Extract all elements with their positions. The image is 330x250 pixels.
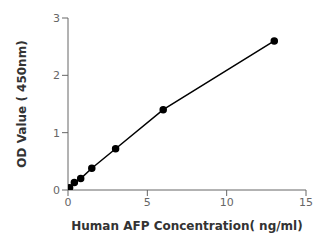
- svg-text:0: 0: [53, 184, 60, 197]
- svg-text:0: 0: [65, 196, 72, 209]
- svg-text:1: 1: [53, 127, 60, 140]
- svg-text:3: 3: [53, 12, 60, 25]
- svg-text:Human AFP Concentration( ng/ml: Human AFP Concentration( ng/ml): [71, 219, 302, 233]
- svg-text:15: 15: [299, 196, 313, 209]
- svg-text:5: 5: [144, 196, 151, 209]
- svg-text:OD Value ( 450nm): OD Value ( 450nm): [15, 40, 29, 167]
- svg-text:10: 10: [220, 196, 234, 209]
- svg-text:2: 2: [53, 69, 60, 82]
